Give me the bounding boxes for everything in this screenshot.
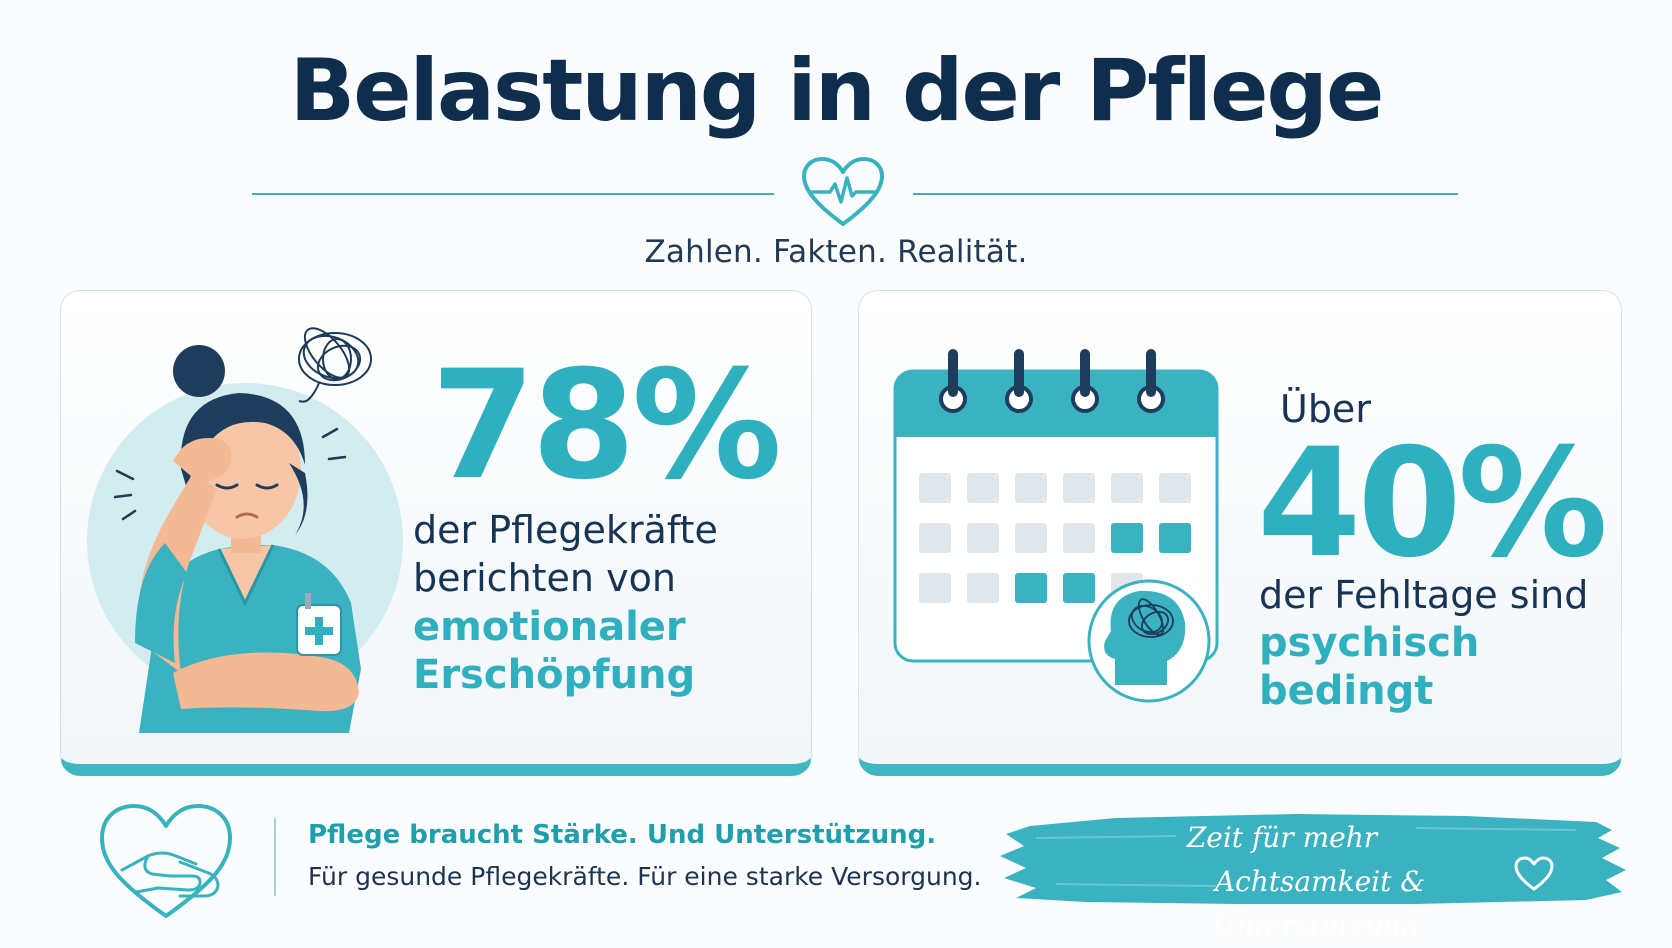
- stat-accent-line: psychisch: [1259, 620, 1480, 666]
- stat-value-78: 78%: [431, 339, 782, 513]
- brush-stroke-banner: [1000, 814, 1626, 904]
- stat-card-sick-days: Über 40% der Fehltage sind psychisch bed…: [858, 290, 1622, 776]
- stat-accent: psychisch bedingt: [1259, 619, 1479, 715]
- banner-line-1: Zeit für mehr: [1186, 821, 1378, 854]
- page-subtitle: Zahlen. Fakten. Realität.: [644, 234, 1028, 270]
- footer-tagline: Für gesunde Pflegekräfte. Für eine stark…: [308, 862, 982, 891]
- banner-line-2: Achtsamkeit & Unterstützung.: [1212, 865, 1428, 942]
- stat-description-line: berichten von: [413, 556, 676, 600]
- stat-accent: emotionaler Erschöpfung: [413, 603, 695, 699]
- footer-headline: Pflege braucht Stärke. Und Unterstützung…: [308, 820, 937, 850]
- stat-accent-line: bedingt: [1259, 668, 1434, 714]
- header-divider-left: [252, 193, 774, 195]
- calendar-with-stressed-head-illustration: [893, 349, 1219, 703]
- stat-accent-line: Erschöpfung: [413, 652, 696, 698]
- stat-description: der Fehltage sind: [1259, 571, 1588, 619]
- stat-description-line: der Pflegekräfte: [413, 508, 718, 552]
- stat-description: der Pflegekräfte berichten von: [413, 506, 718, 602]
- page-title: Belastung in der Pflege: [289, 41, 1385, 141]
- stat-value-40: 40%: [1257, 417, 1608, 591]
- heart-outline-icon: [1514, 856, 1554, 891]
- stat-prefix: Über: [1280, 387, 1371, 431]
- stat-accent-line: emotionaler: [413, 604, 686, 650]
- exhausted-nurse-illustration: [87, 327, 403, 733]
- brush-banner-text: Zeit für mehr Achtsamkeit & Unterstützun…: [1120, 816, 1520, 948]
- heart-pulse-icon: [802, 157, 884, 226]
- header-divider-right: [913, 193, 1458, 195]
- stat-card-emotional-exhaustion: 78% der Pflegekräfte berichten von emoti…: [60, 290, 812, 776]
- heart-hands-icon: [100, 804, 232, 918]
- footer-divider: [274, 818, 276, 896]
- stat-description-line: der Fehltage sind: [1259, 573, 1589, 617]
